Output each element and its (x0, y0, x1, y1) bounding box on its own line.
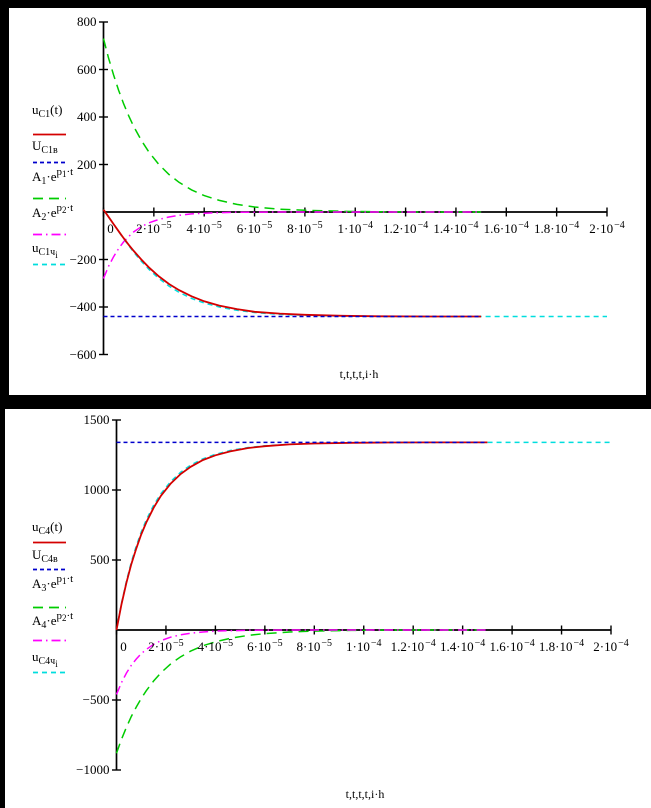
x-axis-label-uc4: t,t,t,t,i·h (345, 787, 385, 801)
x-axis-label-uc1: t,t,t,t,i·h (339, 367, 379, 381)
y-tick-label: 1500 (83, 412, 110, 427)
x-tick-label: 6·10−5 (247, 638, 283, 654)
series-u-C1-t- (102, 209, 482, 318)
chart-canvas-uc1 (99, 21, 608, 356)
x-tick-label: 6·10−5 (236, 220, 273, 236)
series-u-C4-i (115, 441, 611, 631)
plot-panel-uc4[interactable]: uC4(t) UC4в A3·ep1·t A4·ep2·t uC4чi t,t,t,t,… (5, 409, 651, 808)
x-tick-label: 1.2·10−4 (390, 638, 436, 654)
x-tick-label: 2·10−4 (589, 220, 625, 236)
x-tick-label: 1.4·10−4 (433, 220, 479, 236)
y-tick-label: −200 (69, 251, 97, 267)
x-tick-label: 8·10−5 (287, 220, 323, 236)
x-tick-label: 2·10−5 (148, 638, 184, 654)
x-tick-label: 8·10−5 (296, 638, 333, 654)
chart-canvas-uc4 (112, 419, 612, 771)
x-tick-label: 4·10−5 (197, 638, 234, 654)
y-tick-label: 1000 (83, 482, 110, 497)
y-tick-label: 500 (90, 552, 110, 567)
y-tick-label: 800 (77, 14, 97, 29)
series-u-C4-t- (115, 441, 488, 631)
series-A3-e-p1-t- (115, 629, 488, 754)
x-tick-label: 1.6·10−4 (489, 638, 535, 654)
x-tick-label: 1.4·10−4 (440, 638, 486, 654)
x-tick-label: 0 (107, 221, 114, 236)
y-tick-label: 200 (77, 156, 97, 172)
series-A1-e-p1-t- (102, 38, 482, 213)
y-tick-label: −1000 (76, 762, 110, 777)
y-tick-label: −500 (82, 692, 110, 707)
x-tick-label: 1.2·10−4 (382, 220, 429, 236)
series-A2-e-p2-t- (102, 211, 482, 279)
plot-panel-uc1[interactable]: uC1(t) UC1в A1·ep1·t A2·ep2·t uC1чi t,t,t,t,… (9, 8, 646, 395)
x-tick-label: 4·10−5 (186, 220, 222, 236)
x-tick-label: 2·10−5 (136, 220, 172, 236)
series-A4-e-p2-t- (115, 629, 488, 695)
x-tick-label: 1.8·10−4 (538, 638, 585, 654)
x-tick-label: 1.6·10−4 (483, 220, 529, 236)
x-tick-label: 0 (120, 639, 127, 654)
x-tick-label: 1·10−4 (337, 220, 373, 236)
y-tick-label: 600 (77, 61, 97, 77)
x-tick-label: 1.8·10−4 (534, 220, 580, 236)
y-tick-label: 400 (77, 109, 97, 124)
y-tick-label: −400 (69, 299, 97, 314)
y-tick-label: −600 (69, 346, 97, 362)
x-tick-label: 2·10−4 (593, 638, 629, 654)
x-tick-label: 1·10−4 (346, 638, 382, 654)
